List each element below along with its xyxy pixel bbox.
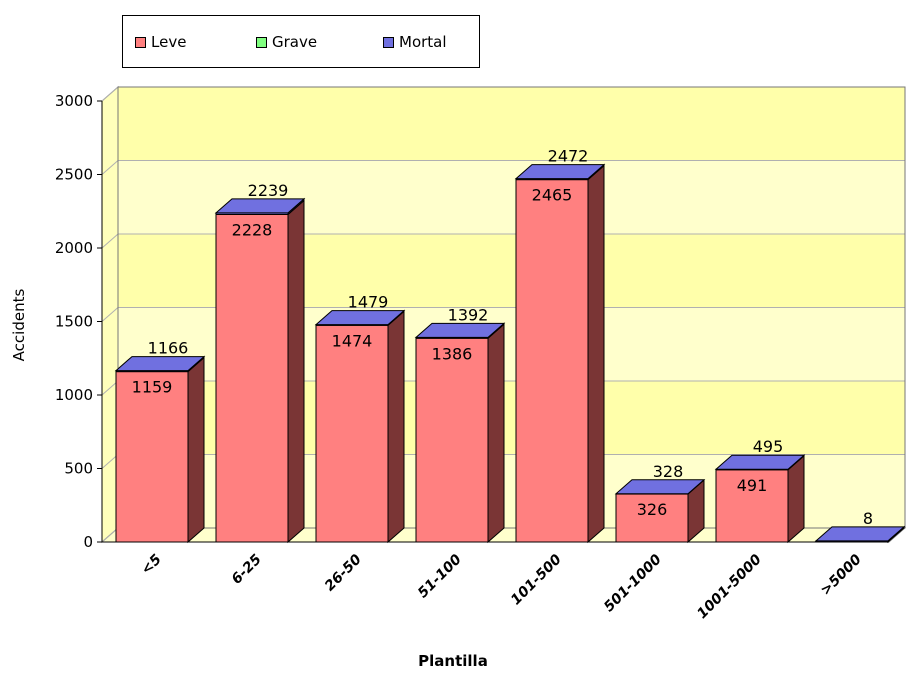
- legend-swatch-mortal: [383, 36, 394, 48]
- gridline-side: [101, 307, 119, 322]
- bar-mortal-top-26-50: [314, 310, 406, 326]
- gridline-side: [101, 160, 119, 175]
- bar-leve-51-100: [415, 337, 489, 543]
- data-label-mortal-5000: 8: [863, 509, 873, 528]
- legend-swatch-leve: [135, 36, 146, 48]
- bar-leve-side-26-50: [387, 310, 405, 544]
- legend-item-mortal: Mortal: [383, 33, 447, 51]
- legend-label-grave: Grave: [272, 33, 318, 51]
- bar-leve-side-51-100: [487, 323, 505, 544]
- y-tick-label-1500: 1500: [55, 313, 93, 331]
- data-label-leve-1001-5000: 491: [737, 476, 768, 495]
- data-label-mortal-5: 1166: [148, 339, 189, 358]
- data-label-mortal-501-1000: 328: [653, 462, 684, 481]
- bar-mortal-top-501-1000: [614, 479, 706, 495]
- bar-mortal-top-6-25: [214, 198, 306, 214]
- x-tick-label-501-1000: 501-1000: [601, 551, 665, 615]
- bar-mortal-top-101-500: [514, 164, 606, 180]
- data-label-mortal-51-100: 1392: [448, 305, 489, 324]
- x-axis-title: Plantilla: [418, 652, 488, 670]
- x-tick-label-1001-5000: 1001-5000: [694, 551, 765, 622]
- bar-mortal-top-5: [114, 356, 206, 372]
- x-tick-label-26-50: 26-50: [322, 551, 365, 594]
- data-label-mortal-26-50: 1479: [348, 293, 389, 312]
- gridline-side: [101, 233, 119, 249]
- x-tick-label-51-100: 51-100: [415, 551, 465, 601]
- legend-label-leve: Leve: [151, 33, 187, 51]
- data-label-leve-51-100: 1386: [432, 344, 473, 363]
- bar-mortal-top-51-100: [414, 322, 506, 338]
- data-label-leve-26-50: 1474: [332, 331, 373, 350]
- data-label-leve-101-500: 2465: [532, 186, 573, 205]
- bar-leve-side-1001-5000: [787, 454, 805, 544]
- legend-item-leve: Leve: [135, 33, 186, 51]
- bar-mortal-top-1001-5000: [714, 454, 806, 470]
- y-tick-label-0: 0: [83, 533, 93, 551]
- bar-leve-26-50: [315, 324, 389, 543]
- wall-outline: [117, 86, 906, 529]
- bar-mortal-top-5000: [814, 526, 906, 542]
- x-tick-label-5000: >5000: [818, 551, 865, 598]
- bar-leve-501-1000: [615, 493, 689, 543]
- bar-leve-side-101-500: [587, 164, 605, 544]
- bar-leve-side-6-25: [287, 199, 305, 544]
- legend-swatch-grave: [256, 36, 267, 48]
- gridline-side: [101, 454, 119, 469]
- y-tick-label-2500: 2500: [55, 166, 93, 184]
- bar-leve-6-25: [215, 213, 289, 543]
- data-label-mortal-6-25: 2239: [248, 181, 289, 200]
- legend-label-mortal: Mortal: [399, 33, 447, 51]
- y-axis-title: Accidents: [10, 288, 28, 362]
- data-label-mortal-101-500: 2472: [548, 147, 589, 166]
- gridline-side: [101, 527, 119, 543]
- x-tick-label-6-25: 6-25: [229, 551, 265, 587]
- data-label-leve-5: 1159: [132, 378, 173, 397]
- gridline-side: [101, 86, 119, 102]
- legend-item-grave: Grave: [256, 33, 317, 51]
- x-tick-label-5: <5: [138, 551, 165, 578]
- bar-leve-1001-5000: [715, 469, 789, 543]
- bar-leve-101-500: [515, 179, 589, 543]
- wall-band: [118, 87, 905, 161]
- gridline-side: [101, 380, 119, 396]
- y-tick-label-500: 500: [64, 460, 93, 478]
- x-tick-label-101-500: 101-500: [508, 551, 565, 608]
- data-label-leve-6-25: 2228: [232, 220, 273, 239]
- legend: Leve Grave Mortal: [122, 15, 480, 68]
- data-label-leve-501-1000: 326: [637, 500, 668, 519]
- y-tick-label-1000: 1000: [55, 386, 93, 404]
- data-label-mortal-1001-5000: 495: [753, 437, 784, 456]
- y-tick-label-3000: 3000: [55, 92, 93, 110]
- bar-leve-side-5: [187, 356, 205, 544]
- y-tick-label-2000: 2000: [55, 239, 93, 257]
- bar-leve-5: [115, 371, 189, 543]
